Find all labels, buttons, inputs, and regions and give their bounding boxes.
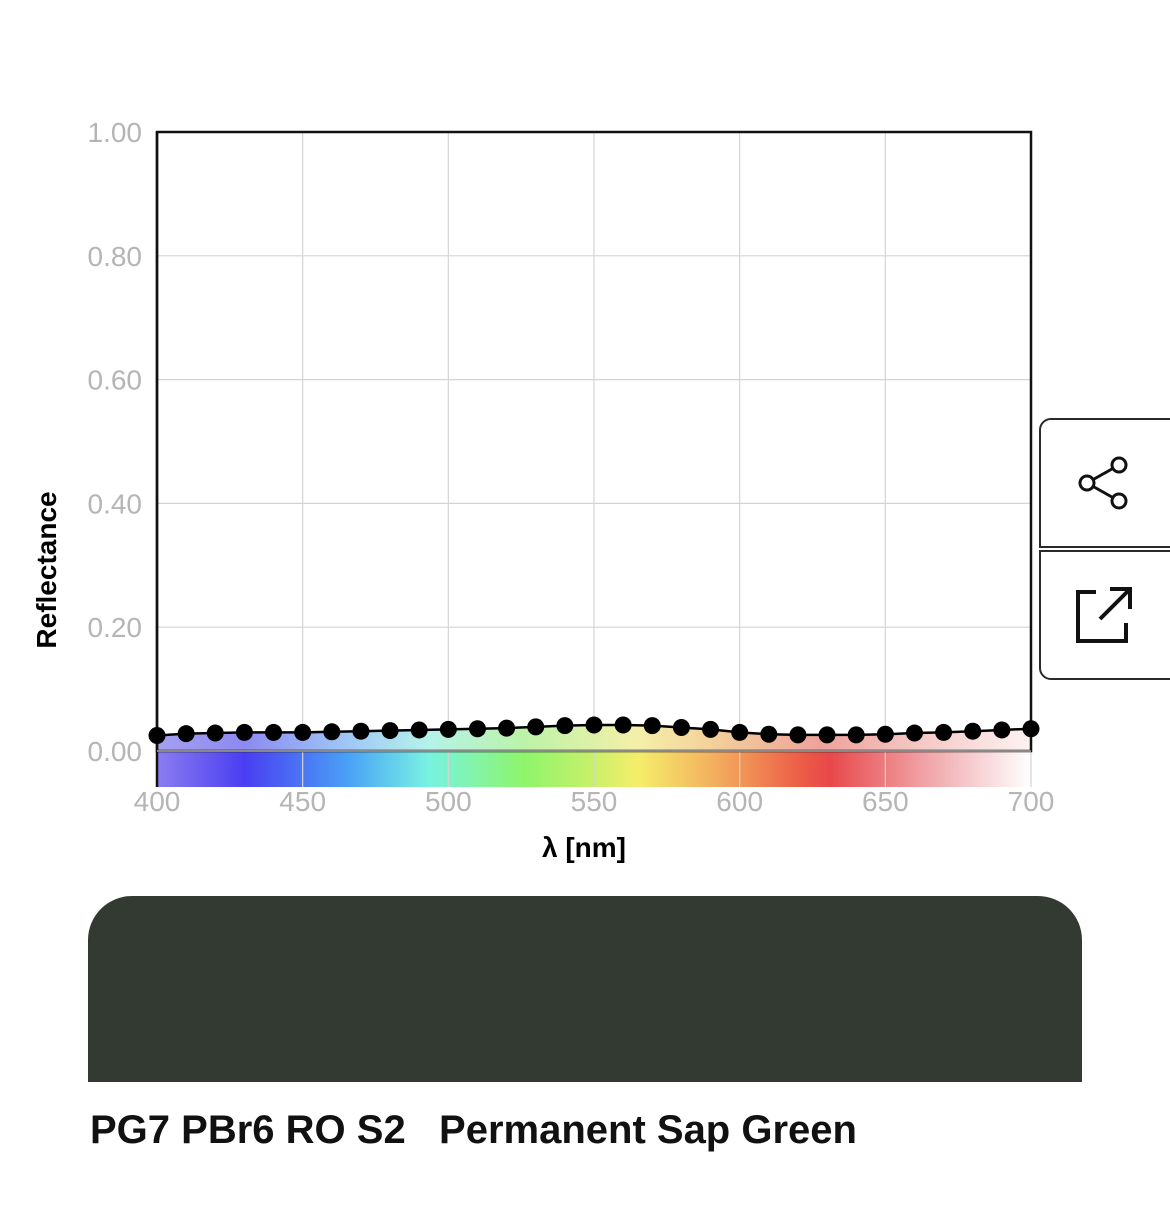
data-point bbox=[527, 718, 545, 736]
data-point bbox=[993, 721, 1011, 739]
external-link-icon bbox=[1072, 583, 1136, 647]
pigment-codes: PG7 PBr6 RO S2 bbox=[90, 1108, 406, 1152]
x-tick-label: 700 bbox=[1008, 786, 1055, 817]
data-point bbox=[381, 722, 399, 740]
data-point bbox=[847, 726, 865, 744]
data-point bbox=[614, 716, 632, 734]
data-point bbox=[672, 718, 690, 736]
x-tick-label: 650 bbox=[862, 786, 909, 817]
x-tick-label: 450 bbox=[279, 786, 326, 817]
grid bbox=[156, 131, 1032, 787]
data-point bbox=[323, 723, 341, 741]
data-point bbox=[818, 726, 836, 744]
data-point bbox=[498, 719, 516, 737]
plot-frame bbox=[155, 130, 1033, 787]
data-point bbox=[265, 723, 283, 741]
x-axis-label: λ [nm] bbox=[542, 832, 626, 863]
y-tick-label: 0.80 bbox=[88, 241, 143, 272]
color-swatch bbox=[88, 896, 1082, 1082]
share-button[interactable] bbox=[1039, 418, 1170, 548]
data-point bbox=[964, 722, 982, 740]
data-point bbox=[731, 723, 749, 741]
data-point bbox=[206, 724, 224, 742]
x-tick-label: 600 bbox=[716, 786, 763, 817]
open-external-button[interactable] bbox=[1039, 550, 1170, 680]
data-point bbox=[643, 717, 661, 735]
x-tick-label: 550 bbox=[571, 786, 618, 817]
data-point bbox=[760, 725, 778, 743]
data-point bbox=[1022, 720, 1040, 738]
data-point bbox=[468, 720, 486, 738]
paint-title: PG7 PBr6 RO S2 Permanent Sap Green bbox=[90, 1106, 857, 1154]
x-tick-label: 400 bbox=[134, 786, 181, 817]
y-axis-label: Reflectance bbox=[31, 491, 62, 648]
data-point bbox=[294, 723, 312, 741]
data-point bbox=[439, 720, 457, 738]
data-point bbox=[352, 722, 370, 740]
data-point bbox=[410, 721, 428, 739]
tick-labels: 400 450 500 550 600 650 700 0.00 0.20 0.40 0.60 0.8… bbox=[88, 117, 1055, 817]
data-point bbox=[585, 716, 603, 734]
reflectance-chart: 400 450 500 550 600 650 700 0.00 0.20 0.40 0.60 0.8… bbox=[31, 117, 1055, 863]
data-point bbox=[235, 723, 253, 741]
y-tick-label: 1.00 bbox=[88, 117, 143, 148]
paint-name: Permanent Sap Green bbox=[439, 1108, 857, 1152]
y-tick-label: 0.00 bbox=[88, 736, 143, 767]
data-point bbox=[702, 720, 720, 738]
y-tick-label: 0.40 bbox=[88, 488, 143, 519]
data-point bbox=[935, 723, 953, 741]
y-tick-label: 0.60 bbox=[88, 365, 143, 396]
data-point bbox=[148, 727, 166, 745]
y-tick-label: 0.20 bbox=[88, 612, 143, 643]
data-point bbox=[177, 725, 195, 743]
data-point bbox=[789, 726, 807, 744]
data-point bbox=[905, 724, 923, 742]
x-tick-label: 500 bbox=[425, 786, 472, 817]
data-point bbox=[876, 725, 894, 743]
reflectance-series bbox=[148, 716, 1040, 745]
share-icon bbox=[1074, 453, 1134, 513]
data-point bbox=[556, 717, 574, 735]
